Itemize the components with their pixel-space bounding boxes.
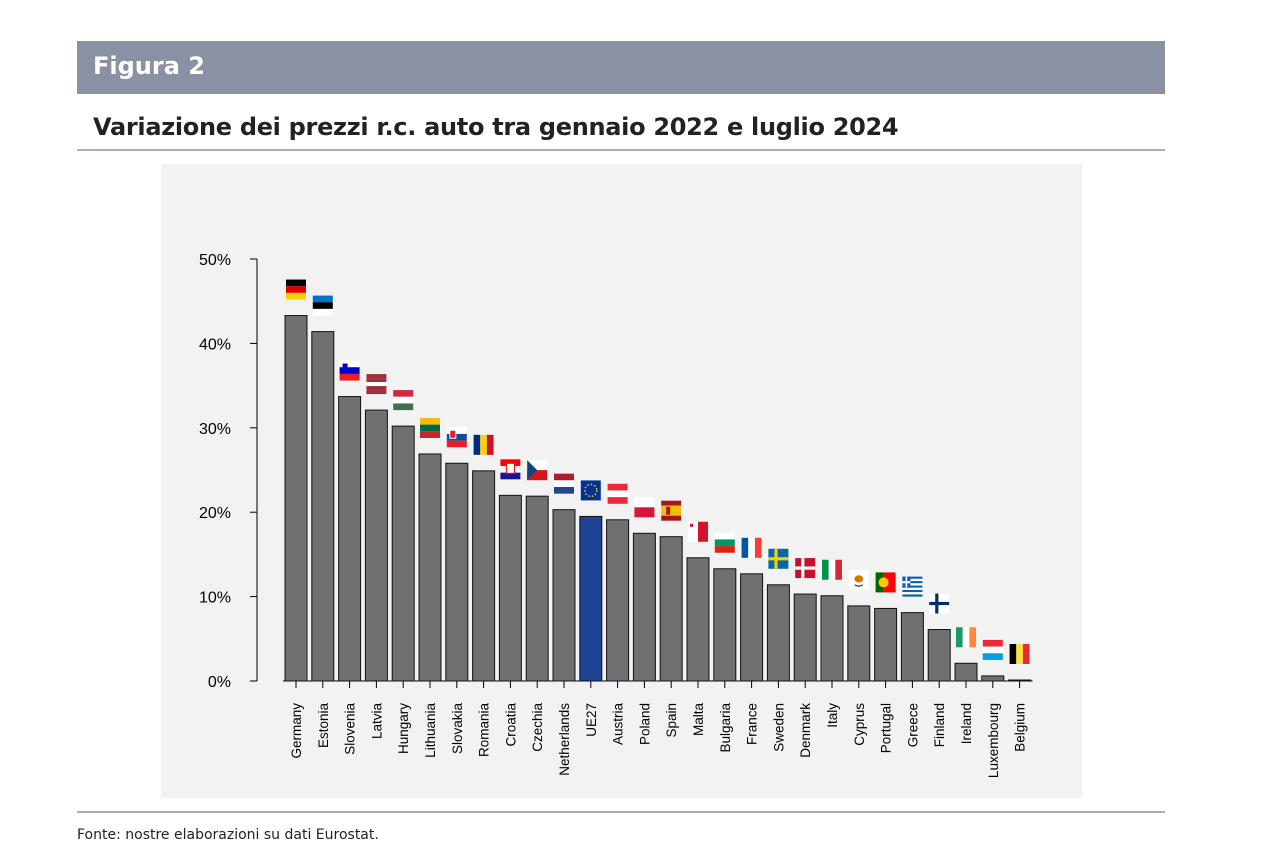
- x-tick-label-netherlands: Netherlands: [557, 703, 572, 776]
- bar-ireland: [954, 662, 978, 682]
- bar-germany: [284, 315, 308, 682]
- x-tick-label-germany: Germany: [289, 703, 304, 759]
- bar-italy: [820, 595, 844, 682]
- bar-ue27: [579, 515, 603, 682]
- flag-italy-icon: [822, 559, 842, 580]
- bar-france: [740, 573, 764, 682]
- bar-poland: [632, 532, 656, 682]
- x-tick-label-poland: Poland: [637, 703, 652, 745]
- bar-slovenia: [338, 396, 362, 682]
- x-tick-label-france: France: [745, 703, 760, 745]
- flag-finland-icon: [929, 593, 950, 614]
- bar-estonia: [311, 331, 335, 682]
- flag-portugal-icon: [875, 572, 896, 593]
- x-tick-label-ue27: UE27: [584, 703, 599, 737]
- bar-slovakia: [445, 462, 469, 682]
- y-tick-label: 0%: [208, 674, 231, 691]
- x-tick-label-hungary: Hungary: [396, 703, 411, 754]
- x-tick-label-denmark: Denmark: [798, 703, 813, 758]
- bar-luxembourg: [981, 675, 1005, 682]
- flag-slovenia-icon: [339, 360, 360, 381]
- flag-sweden-icon: [768, 548, 789, 569]
- x-tick-label-finland: Finland: [932, 703, 947, 747]
- x-tick-label-malta: Malta: [691, 703, 706, 737]
- flag-greece-icon: [902, 576, 923, 597]
- bar-hungary: [391, 425, 415, 682]
- bar-austria: [606, 519, 630, 682]
- flag-latvia-icon: [366, 374, 387, 395]
- flag-hungary-icon: [393, 390, 414, 411]
- bar-latvia: [364, 409, 388, 682]
- bar-greece: [900, 612, 924, 682]
- flag-malta-icon: [688, 521, 708, 542]
- x-tick-label-austria: Austria: [611, 703, 626, 746]
- bar-romania: [472, 470, 496, 682]
- x-tick-label-spain: Spain: [664, 703, 679, 738]
- flag-ue27-icon: [580, 480, 601, 501]
- figure-header-bar: Figura 2: [77, 41, 1165, 94]
- figure-label: Figura 2: [93, 52, 205, 80]
- x-tick-label-italy: Italy: [825, 703, 840, 728]
- bar-cyprus: [847, 605, 871, 682]
- x-tick-label-cyprus: Cyprus: [852, 703, 867, 746]
- flag-bulgaria-icon: [714, 532, 735, 553]
- y-tick-label: 20%: [199, 505, 231, 522]
- x-tick-label-slovenia: Slovenia: [343, 703, 358, 755]
- title-divider: [77, 149, 1165, 151]
- flag-croatia-icon: [500, 459, 521, 480]
- flag-cyprus-icon: [848, 569, 869, 590]
- bar-bulgaria: [713, 568, 737, 682]
- bar-lithuania: [418, 453, 442, 682]
- y-tick-label: 40%: [199, 336, 231, 353]
- flag-slovakia-icon: [446, 427, 467, 448]
- flag-netherlands-icon: [554, 473, 574, 494]
- x-tick-label-portugal: Portugal: [879, 703, 894, 753]
- x-tick-label-latvia: Latvia: [369, 703, 384, 740]
- x-tick-label-estonia: Estonia: [316, 703, 331, 749]
- flag-spain-icon: [661, 500, 682, 521]
- y-tick-label: 30%: [199, 421, 231, 438]
- x-tick-label-greece: Greece: [905, 703, 920, 747]
- x-tick-label-slovakia: Slovakia: [450, 703, 465, 755]
- x-tick-label-sweden: Sweden: [771, 703, 786, 752]
- bar-netherlands: [552, 509, 576, 682]
- flag-poland-icon: [634, 497, 655, 518]
- bar-chart: 0% 10% 20% 30% 40% 50% Germany Estonia Slovenia L…: [199, 252, 1033, 778]
- flag-belgium-icon: [1009, 644, 1030, 664]
- flag-france-icon: [741, 537, 762, 558]
- footer-divider: [77, 811, 1165, 813]
- x-tick-label-lithuania: Lithuania: [423, 703, 438, 758]
- bar-belgium: [1008, 679, 1032, 682]
- chart-panel: 0% 10% 20% 30% 40% 50% Germany Estonia Slovenia L…: [161, 164, 1082, 798]
- flag-czechia-icon: [527, 460, 548, 481]
- bar-croatia: [498, 494, 522, 682]
- flag-estonia-icon: [312, 295, 333, 316]
- y-tick-label: 10%: [199, 590, 231, 607]
- bar-spain: [659, 536, 683, 682]
- x-tick-label-romania: Romania: [477, 703, 492, 758]
- x-tick-label-luxembourg: Luxembourg: [986, 703, 1001, 778]
- bar-denmark: [793, 593, 817, 682]
- flag-lithuania-icon: [420, 417, 440, 438]
- flag-denmark-icon: [795, 558, 816, 579]
- source-note: Fonte: nostre elaborazioni su dati Euros…: [77, 827, 379, 843]
- y-tick-label: 50%: [199, 252, 231, 269]
- bar-sweden: [766, 584, 790, 682]
- bar-portugal: [874, 607, 898, 682]
- x-tick-label-belgium: Belgium: [1013, 703, 1028, 752]
- flag-austria-icon: [607, 483, 628, 504]
- bar-czechia: [525, 495, 549, 682]
- bar-finland: [927, 629, 951, 682]
- flag-ireland-icon: [956, 627, 976, 648]
- x-tick-label-bulgaria: Bulgaria: [718, 703, 733, 753]
- flag-germany-icon: [286, 279, 306, 300]
- figure-title: Variazione dei prezzi r.c. auto tra genn…: [93, 113, 899, 141]
- x-tick-label-czechia: Czechia: [530, 703, 545, 752]
- x-tick-label-ireland: Ireland: [959, 703, 974, 744]
- x-tick-label-croatia: Croatia: [503, 703, 518, 747]
- bar-malta: [686, 557, 710, 682]
- flag-romania-icon: [473, 434, 494, 455]
- flag-luxembourg-icon: [982, 639, 1003, 660]
